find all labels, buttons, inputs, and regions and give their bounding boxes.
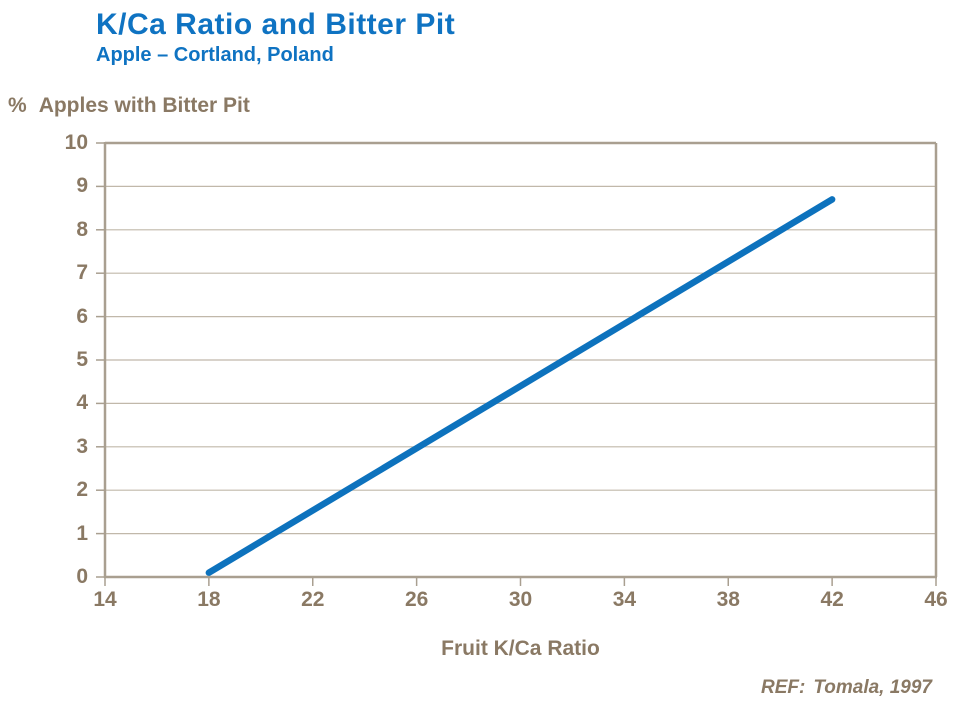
y-tick-label: 2 <box>76 478 88 502</box>
reference-note: REF: Tomala, 1997 <box>761 677 932 699</box>
y-tick-label: 0 <box>76 565 88 588</box>
y-tick-label: 1 <box>76 521 88 545</box>
y-tick-label: 8 <box>76 217 88 241</box>
y-tick-label: 7 <box>76 261 88 285</box>
x-tick-label: 38 <box>716 588 740 611</box>
x-tick-label: 14 <box>93 588 117 611</box>
chart-title: K/Ca Ratio and Bitter Pit <box>96 8 456 41</box>
x-axis-title: Fruit K/Ca Ratio <box>441 637 600 660</box>
reference-label: REF: <box>761 677 806 698</box>
y-tick-label: 4 <box>76 391 88 415</box>
x-tick-label: 26 <box>404 588 429 611</box>
reference-text: Tomala, 1997 <box>813 677 932 698</box>
x-tick-label: 18 <box>197 588 221 611</box>
x-tick-label: 30 <box>508 588 533 611</box>
chart-subtitle: Apple – Cortland, Poland <box>96 44 334 66</box>
y-tick-label: 5 <box>76 348 88 371</box>
x-tick-label: 34 <box>612 588 637 611</box>
y-tick-label: 10 <box>64 131 88 154</box>
y-tick-label: 6 <box>76 304 88 328</box>
data-series-line <box>205 196 836 576</box>
y-tick-label: 3 <box>76 434 88 458</box>
y-axis-title-text: Apples with Bitter Pit <box>38 94 250 117</box>
y-tick-label: 9 <box>76 174 88 198</box>
y-axis-title: % Apples with Bitter Pit <box>8 94 250 118</box>
y-axis-title-symbol: % <box>8 94 27 117</box>
x-tick-label: 46 <box>924 588 948 611</box>
x-tick-label: 42 <box>820 588 844 611</box>
x-tick-label: 22 <box>301 588 325 611</box>
